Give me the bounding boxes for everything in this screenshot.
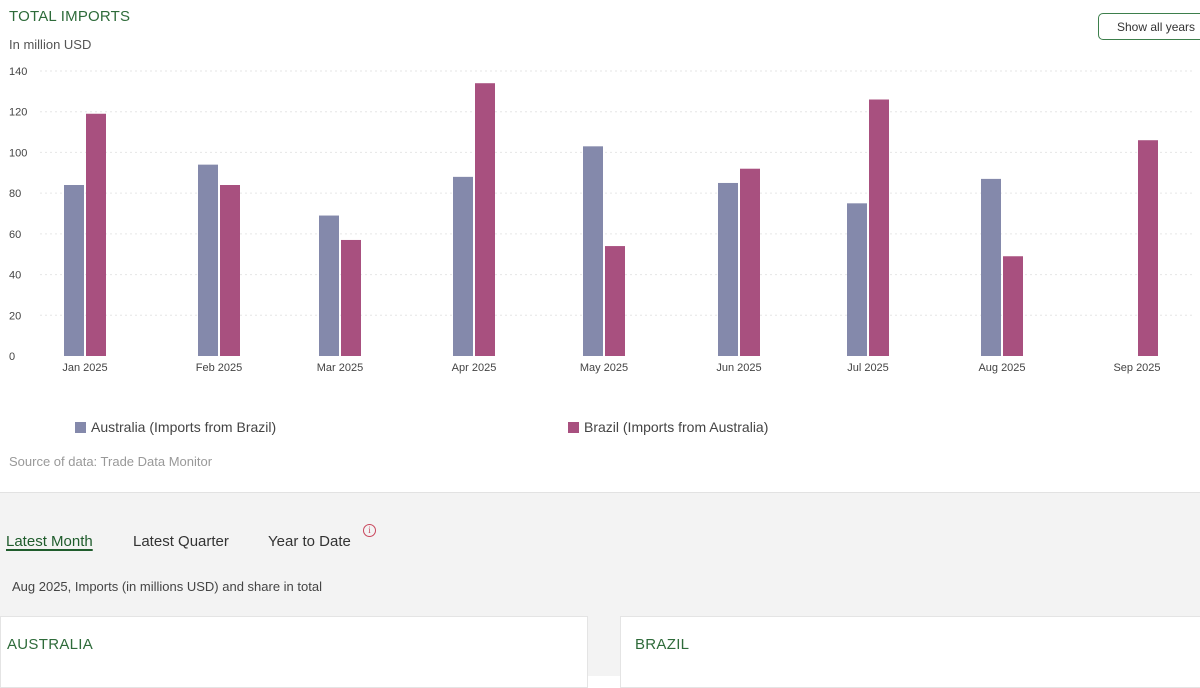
y-tick-label: 140 <box>9 66 27 78</box>
y-tick-label: 40 <box>9 270 21 282</box>
data-source-note: Source of data: Trade Data Monitor <box>9 454 213 469</box>
bar-australia[interactable] <box>583 146 603 356</box>
legend-label-australia: Australia (Imports from Brazil) <box>91 419 277 435</box>
y-tick-label: 120 <box>9 107 27 119</box>
bar-chart: 0 20 40 60 80 100 120 140 Jan 2025 Feb 2025 Mar 20… <box>9 66 1195 374</box>
bar-brazil[interactable] <box>1003 256 1023 356</box>
bar-brazil[interactable] <box>220 185 240 356</box>
legend-label-brazil: Brazil (Imports from Australia) <box>584 419 769 435</box>
bar-australia[interactable] <box>198 164 218 356</box>
bar-brazil[interactable] <box>740 168 760 356</box>
legend-swatch-brazil <box>568 421 579 433</box>
card-title-brazil: BRAZIL <box>635 636 690 653</box>
period-label: Aug 2025, Imports (in millions USD) and … <box>12 579 322 594</box>
y-tick-label: 0 <box>9 351 15 363</box>
bar-brazil[interactable] <box>1138 140 1158 356</box>
bar-brazil[interactable] <box>605 246 625 356</box>
bar-australia[interactable] <box>319 215 339 356</box>
y-tick-label: 80 <box>9 188 21 200</box>
bar-brazil[interactable] <box>475 83 495 356</box>
card-australia: AUSTRALIA <box>0 616 588 688</box>
legend-swatch-australia <box>75 421 86 433</box>
x-tick-label: Jul 2025 <box>847 362 889 374</box>
chart-subtitle: In million USD <box>9 37 92 52</box>
bar-brazil[interactable] <box>86 113 106 356</box>
bar-australia[interactable] <box>718 182 738 356</box>
summary-section: Latest Month Latest Quarter Year to Date… <box>0 492 1200 688</box>
y-tick-label: 100 <box>9 147 27 159</box>
x-tick-label: Apr 2025 <box>452 362 497 374</box>
tab-latest-month[interactable]: Latest Month <box>6 533 93 550</box>
info-icon[interactable]: i <box>363 524 376 537</box>
bar-australia[interactable] <box>981 178 1001 356</box>
show-all-years-button[interactable]: Show all years <box>1098 13 1200 40</box>
y-tick-label: 20 <box>9 310 21 322</box>
x-tick-label: Mar 2025 <box>317 362 363 374</box>
card-brazil: BRAZIL <box>620 616 1200 688</box>
x-tick-label: May 2025 <box>580 362 628 374</box>
bar-brazil[interactable] <box>869 99 889 357</box>
legend-australia[interactable]: Australia (Imports from Brazil) <box>75 419 276 435</box>
x-tick-label: Feb 2025 <box>196 362 242 374</box>
bar-australia[interactable] <box>64 185 84 356</box>
x-tick-label: Jan 2025 <box>62 362 107 374</box>
legend-brazil[interactable]: Brazil (Imports from Australia) <box>568 419 768 435</box>
bar-brazil[interactable] <box>341 239 361 356</box>
card-title-australia: AUSTRALIA <box>7 636 94 653</box>
tab-year-to-date[interactable]: Year to Date <box>268 533 351 550</box>
chart-title: TOTAL IMPORTS <box>9 8 131 25</box>
x-tick-label: Aug 2025 <box>978 362 1025 374</box>
bar-australia[interactable] <box>453 176 473 356</box>
x-tick-label: Jun 2025 <box>716 362 761 374</box>
bar-australia[interactable] <box>847 203 867 356</box>
x-tick-label: Sep 2025 <box>1113 362 1160 374</box>
chart-section: TOTAL IMPORTS In million USD Show all ye… <box>9 8 1200 469</box>
tab-latest-quarter[interactable]: Latest Quarter <box>133 533 229 550</box>
y-tick-label: 60 <box>9 229 21 241</box>
